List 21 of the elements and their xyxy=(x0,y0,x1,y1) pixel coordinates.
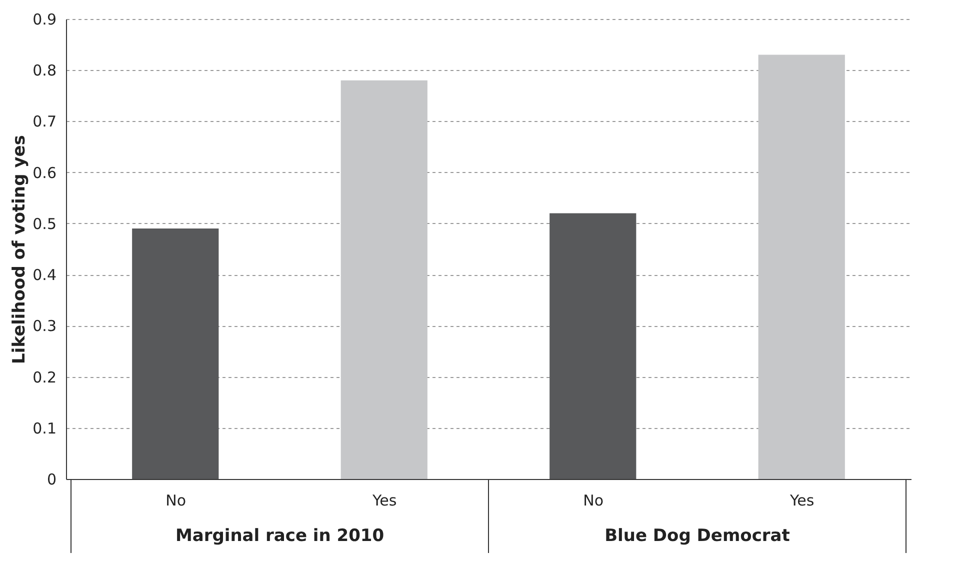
bar xyxy=(550,213,636,479)
x-tick-label: No xyxy=(583,492,604,510)
bar xyxy=(132,228,219,479)
y-tick-label: 0 xyxy=(46,470,56,488)
bar xyxy=(758,54,845,479)
x-tick-label: No xyxy=(166,492,186,510)
y-tick-label: 0.5 xyxy=(32,214,56,233)
bar xyxy=(340,80,428,479)
y-tick-label: 0.8 xyxy=(32,62,56,80)
y-tick-label: 0.9 xyxy=(32,10,56,28)
y-tick-label: 0.1 xyxy=(32,419,56,438)
y-axis-title: Likelihood of voting yes xyxy=(10,135,30,364)
text: Blue Dog Democrat xyxy=(604,526,790,546)
y-tick-label: 0.4 xyxy=(32,266,56,284)
y-tick-label: 0.7 xyxy=(32,112,56,131)
y-tick-label: 0.6 xyxy=(32,164,56,182)
y-tick-label: 0.3 xyxy=(32,317,56,336)
x-tick-label: Yes xyxy=(372,492,397,510)
y-tick-label: 0.2 xyxy=(32,368,56,386)
x-tick-label: Yes xyxy=(789,492,814,510)
text: Marginal race in 2010 xyxy=(175,526,384,546)
